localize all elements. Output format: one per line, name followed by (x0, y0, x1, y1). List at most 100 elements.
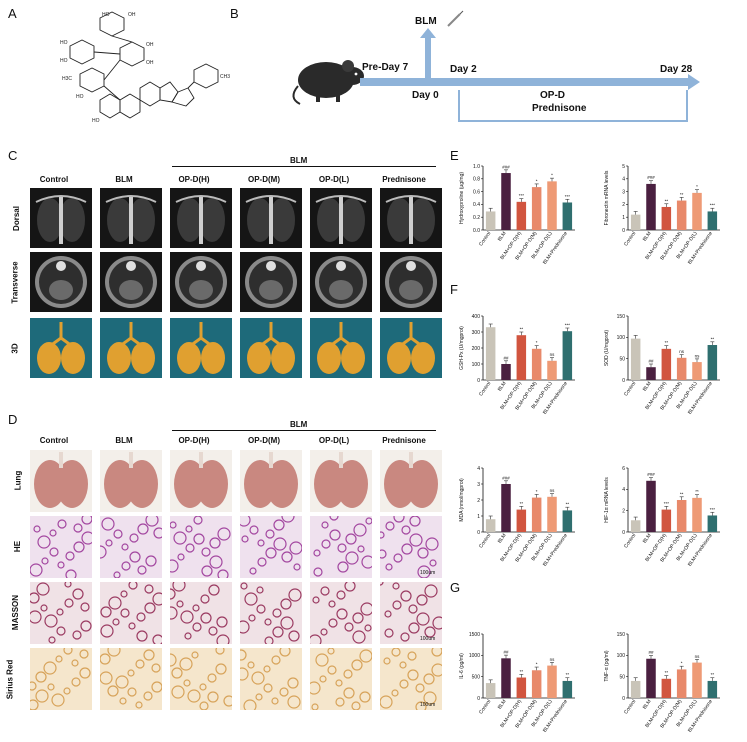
y-axis-label: TNF-α (pg/ml) (604, 650, 610, 682)
y-tick-label: 0.8 (473, 177, 480, 183)
bar (676, 500, 687, 532)
bar (707, 211, 718, 230)
y-tick-label: 300 (472, 330, 481, 336)
y-tick-label: 100 (472, 362, 481, 368)
bar (531, 670, 542, 698)
svg-text:HO: HO (76, 94, 84, 100)
y-axis-label: Hydroxyproline (μg/mg) (459, 172, 465, 224)
y-tick-label: 0 (477, 378, 480, 384)
ct-dorsal-image (30, 188, 92, 248)
significance-label: ** (520, 327, 524, 332)
category-label: BLM (642, 231, 653, 243)
ct-blm-bracket-label: BLM (290, 156, 308, 165)
y-tick-label: 2 (477, 498, 480, 504)
svg-text:OH: OH (146, 60, 154, 66)
y-tick-label: 400 (472, 314, 481, 320)
ct-3d-image (380, 318, 442, 378)
bar (516, 201, 527, 230)
panel-label-g: G (450, 580, 461, 595)
category-label: Control (478, 533, 492, 550)
y-tick-label: 0 (622, 696, 625, 702)
bar (485, 519, 496, 532)
category-label: BLM (642, 381, 653, 393)
bar (646, 658, 656, 698)
significance-label: ** (711, 672, 715, 677)
significance-label: ### (647, 175, 655, 180)
histology-sirius-image (100, 648, 162, 710)
ct-trans-image (30, 252, 92, 312)
significance-label: ns (695, 353, 701, 358)
y-axis-label: Fibronectin mRNA levels (604, 170, 610, 225)
y-axis-label: IL-6 (pg/ml) (459, 653, 465, 679)
panel-label-d: D (8, 412, 18, 427)
significance-label: * (536, 178, 538, 183)
significance-label: ** (711, 336, 715, 341)
significance-label: * (536, 489, 538, 494)
bar (516, 677, 527, 698)
y-tick-label: 500 (472, 674, 481, 680)
significance-label: ### (647, 472, 655, 477)
bar (501, 173, 511, 230)
y-tick-label: 0 (622, 228, 625, 234)
svg-text:HO: HO (60, 58, 68, 64)
ct-header-opl: OP-D(L) (318, 175, 350, 184)
y-tick-label: 50 (619, 674, 625, 680)
drug2-label: Prednisone (532, 103, 587, 114)
significance-label: ** (665, 198, 669, 203)
bar (707, 680, 718, 698)
significance-label: *** (710, 507, 716, 512)
histology-masson-image (240, 582, 302, 644)
y-tick-label: 2 (622, 202, 625, 208)
panel-label-a: A (8, 6, 17, 21)
y-tick-label: 50 (619, 356, 625, 362)
timeline-arrow (360, 78, 690, 86)
drug1-label: OP-D (540, 90, 565, 101)
bar (562, 680, 573, 698)
day0-label: Day 0 (412, 90, 439, 101)
treatment-bracket (458, 90, 688, 122)
y-tick-label: 150 (617, 314, 626, 320)
bar (692, 362, 702, 380)
bar (547, 496, 557, 532)
y-tick-label: 3 (622, 189, 625, 195)
ct-trans-image (380, 252, 442, 312)
bar (485, 683, 496, 698)
bar (485, 327, 496, 380)
y-tick-label: 0 (622, 378, 625, 384)
histology-masson-image (310, 582, 372, 644)
category-label: BLM (642, 533, 653, 545)
panel-label-b: B (230, 6, 239, 21)
category-label: BLM (497, 699, 508, 711)
bar (531, 497, 542, 532)
bar (501, 658, 511, 698)
hist-blm-bracket-line (172, 430, 436, 431)
histology-masson-image (100, 582, 162, 644)
bar (630, 680, 641, 698)
ct-header-control: Control (39, 175, 69, 184)
ct-dorsal-image (100, 188, 162, 248)
ct-dorsal-image (240, 188, 302, 248)
histology-masson-image (30, 582, 92, 644)
y-tick-label: 0.6 (473, 189, 480, 195)
bar (547, 665, 557, 698)
timeline-arrowhead (688, 74, 700, 90)
bar (707, 345, 718, 380)
category-label: Control (478, 699, 492, 716)
histology-lung-image (310, 450, 372, 512)
category-label: BLM (642, 699, 653, 711)
bar (707, 515, 718, 532)
significance-label: ** (680, 192, 684, 197)
bar (646, 367, 656, 380)
bar (501, 484, 511, 532)
ct-dorsal-image (380, 188, 442, 248)
significance-label: ** (520, 501, 524, 506)
y-tick-label: 5 (622, 164, 625, 170)
ct-trans-image (310, 252, 372, 312)
y-tick-label: 0 (622, 530, 625, 536)
significance-label: *** (565, 194, 571, 199)
y-tick-label: 1 (477, 514, 480, 520)
y-tick-label: 150 (617, 632, 626, 638)
significance-label: * (681, 661, 683, 666)
significance-label: ns (679, 349, 685, 354)
